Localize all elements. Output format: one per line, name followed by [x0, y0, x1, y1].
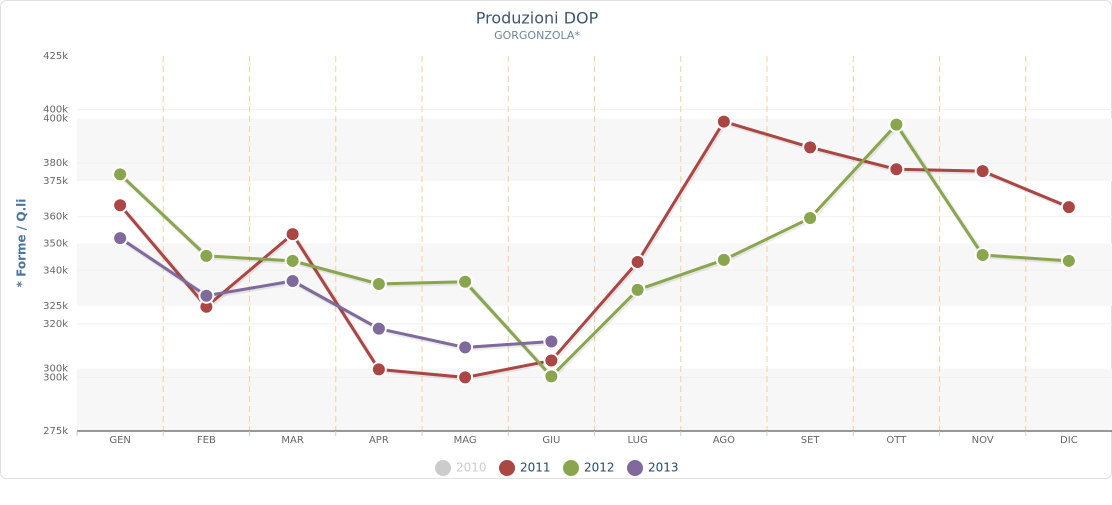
point-marker	[1060, 252, 1077, 269]
point-marker	[715, 113, 732, 130]
point-marker	[112, 197, 129, 214]
point-marker	[888, 161, 905, 178]
series-line	[119, 122, 1069, 379]
y-tick-label: 300k	[43, 372, 68, 383]
point-marker	[974, 247, 991, 264]
legend-marker	[563, 460, 579, 476]
y2-tick-label: 400k	[43, 114, 68, 125]
point-marker	[457, 369, 474, 386]
x-tick-label: LUG	[628, 435, 648, 446]
point-marker	[543, 352, 560, 369]
x-tick-label: GEN	[109, 435, 131, 446]
y-tick-label: 360k	[43, 212, 68, 223]
legend-label: 2012	[584, 461, 615, 475]
x-tick-label: SET	[801, 435, 821, 446]
chart-subtitle: GORGONZOLA*	[494, 29, 580, 42]
point-marker	[284, 226, 301, 243]
point-marker	[715, 251, 732, 268]
x-tick-label: MAR	[281, 435, 303, 446]
legend-item: 2011	[499, 460, 551, 476]
point-marker	[112, 230, 129, 247]
point-marker	[802, 139, 819, 156]
legend-item: 2012	[563, 460, 615, 476]
series-line	[119, 236, 552, 349]
plot-band	[77, 243, 1112, 306]
y-tick-label: 320k	[43, 319, 68, 330]
y2-tick-label: 350k	[43, 239, 68, 250]
y-tick-label: 400k	[43, 105, 68, 116]
legend-label: 2010	[456, 461, 487, 475]
point-marker	[543, 333, 560, 350]
point-marker	[802, 210, 819, 227]
y2-tick-label: 375k	[43, 176, 68, 187]
point-marker	[457, 273, 474, 290]
legend-label: 2013	[648, 461, 679, 475]
legend-marker	[627, 460, 643, 476]
y-axis-title: * Forme / Q.li	[15, 199, 29, 288]
x-tick-label: MAG	[454, 435, 477, 446]
point-marker	[457, 339, 474, 356]
y2-tick-label: 300k	[43, 364, 68, 375]
y-tick-label: 340k	[43, 265, 68, 276]
x-tick-label: GIU	[542, 435, 560, 446]
point-marker	[284, 273, 301, 289]
y2-tick-label: 425k	[43, 51, 68, 62]
chart-title: Produzioni DOP	[476, 9, 599, 28]
x-tick-label: DIC	[1060, 435, 1078, 446]
point-marker	[888, 116, 905, 133]
point-marker	[543, 368, 560, 385]
point-marker	[370, 320, 387, 337]
point-marker	[198, 287, 215, 304]
legend-marker	[435, 460, 451, 476]
y-tick-label: 380k	[43, 158, 68, 169]
series-line	[118, 119, 1070, 379]
x-tick-label: APR	[369, 435, 389, 446]
point-marker	[112, 166, 129, 183]
point-marker	[284, 252, 301, 269]
legend-label: 2011	[520, 461, 551, 475]
legend-marker	[499, 460, 515, 476]
y2-tick-label: 325k	[43, 301, 68, 312]
x-tick-label: AGO	[713, 435, 735, 446]
x-tick-label: FEB	[197, 435, 216, 446]
x-tick-label: OTT	[886, 435, 907, 446]
x-tick-label: NOV	[972, 435, 994, 446]
legend-item: 2010	[435, 460, 487, 476]
legend-item: 2013	[627, 460, 679, 476]
point-marker	[974, 163, 991, 180]
point-marker	[198, 247, 215, 264]
y2-tick-label: 275k	[43, 426, 68, 437]
point-marker	[370, 361, 387, 378]
point-marker	[629, 253, 646, 270]
point-marker	[370, 275, 387, 292]
point-marker	[1060, 199, 1077, 216]
point-marker	[629, 281, 646, 298]
